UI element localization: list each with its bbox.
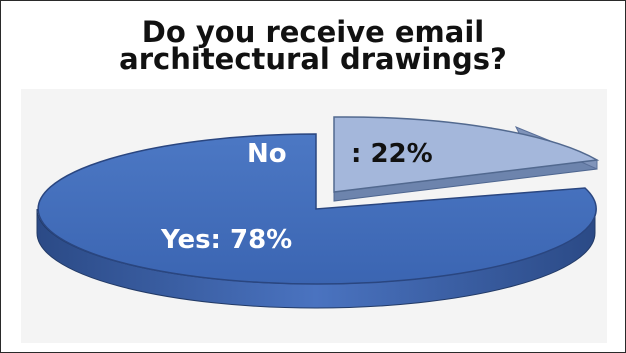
- pie-slice-no: [333, 116, 600, 193]
- chart-title-line-2: architectural drawings?: [119, 42, 507, 76]
- chart-title-line-1: Do you receive email: [141, 15, 485, 49]
- chart-title: Do you receive email architectural drawi…: [1, 15, 625, 76]
- slice-label-no-value: : 22%: [351, 139, 433, 169]
- pie-slice-yes: [37, 133, 597, 285]
- slice-label-yes: Yes: 78%: [160, 225, 292, 255]
- slice-label-no-name: No: [247, 139, 287, 169]
